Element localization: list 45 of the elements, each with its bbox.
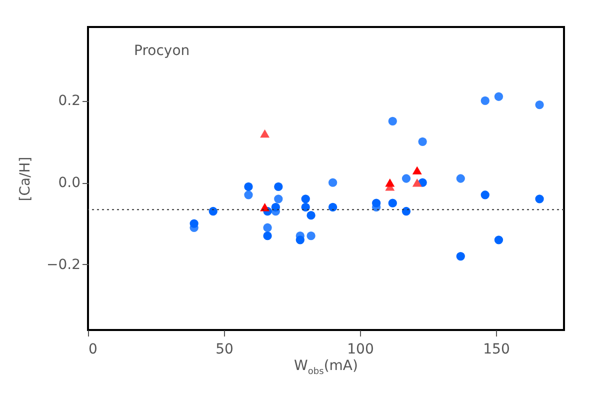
point	[274, 182, 283, 192]
point	[190, 219, 198, 228]
point	[402, 174, 411, 183]
point	[301, 202, 310, 212]
point	[412, 178, 422, 187]
point	[494, 92, 504, 101]
x-tick-label: 50	[216, 342, 234, 358]
point	[535, 194, 544, 204]
point	[385, 178, 395, 187]
x-tick-label: 100	[347, 342, 374, 358]
point	[494, 236, 504, 244]
point	[306, 211, 316, 220]
point	[208, 206, 218, 216]
point	[480, 190, 490, 200]
point	[388, 198, 397, 208]
point	[306, 232, 316, 240]
point	[412, 166, 422, 174]
point	[274, 194, 283, 204]
point	[480, 96, 490, 106]
point	[263, 232, 272, 240]
point	[244, 182, 253, 192]
point	[328, 202, 338, 212]
annotation: Procyon	[134, 43, 190, 59]
point	[328, 178, 338, 187]
point	[301, 194, 310, 204]
point	[456, 174, 465, 183]
point	[260, 129, 270, 138]
point	[271, 202, 280, 212]
point	[388, 116, 397, 126]
point	[372, 198, 381, 208]
y-tick-label: −0.2	[46, 256, 80, 273]
point	[263, 223, 272, 232]
point	[260, 203, 270, 212]
y-tick-label: 0.0	[58, 175, 80, 192]
point	[456, 252, 465, 261]
point	[418, 137, 427, 146]
y-tick-label: 0.2	[58, 93, 80, 110]
point	[535, 100, 544, 110]
x-tick-label: 0	[88, 342, 98, 358]
y-axis-title: [Ca/H]	[18, 156, 34, 202]
x-axis-title: W$_{obs}$(mA)	[293, 358, 359, 377]
point	[296, 236, 304, 244]
point	[244, 190, 253, 200]
point	[402, 206, 411, 216]
x-tick-label: 150	[483, 342, 510, 358]
